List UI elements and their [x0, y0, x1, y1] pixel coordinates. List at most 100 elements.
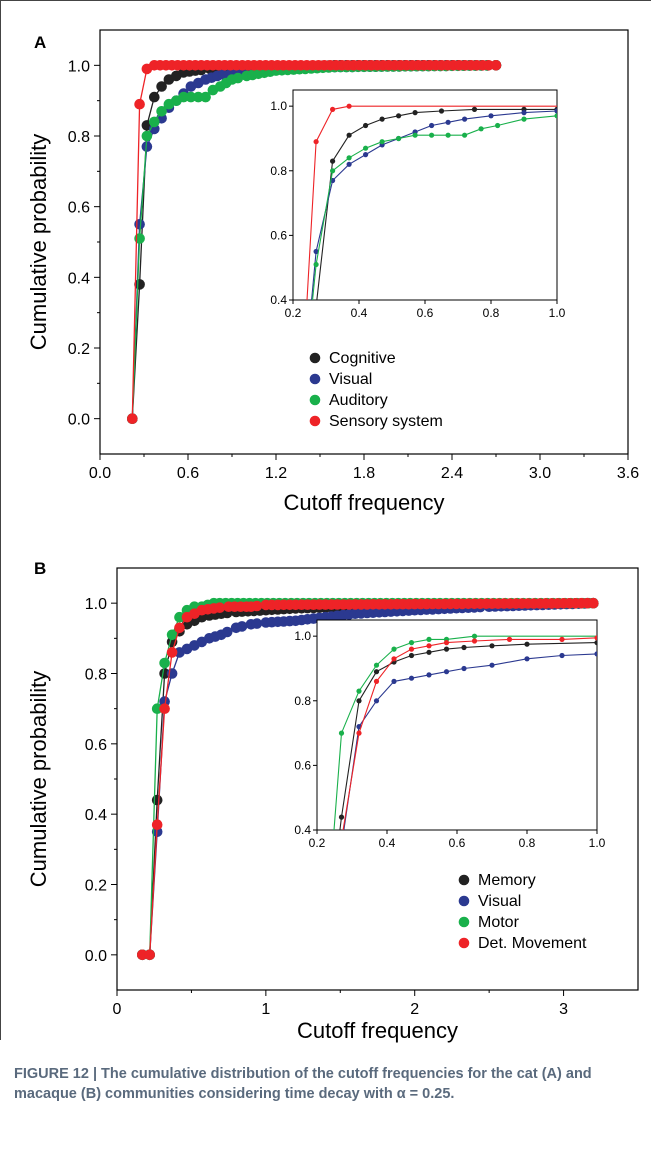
data-point [137, 949, 148, 961]
y-tick-label: 1.0 [68, 58, 90, 75]
inset-data-point [346, 161, 352, 167]
y-axis-title: Cumulative probability [26, 134, 51, 350]
inset-data-point [330, 158, 336, 164]
data-point [214, 602, 225, 613]
y-axis-title: Cumulative probability [26, 671, 51, 887]
inset-data-point [478, 126, 484, 132]
inset-data-point [559, 652, 565, 659]
inset-data-point [521, 110, 527, 116]
y-tick-label: 1.0 [85, 596, 107, 613]
inset-data-point [363, 122, 369, 129]
data-point [588, 597, 599, 609]
data-point [134, 219, 145, 230]
inset-data-point [429, 132, 435, 138]
y-tick-label: 0.6 [68, 200, 90, 217]
data-point [166, 629, 178, 641]
y-tick-label: 0.6 [85, 737, 107, 754]
data-point [174, 622, 185, 634]
inset-data-point [559, 636, 565, 642]
inset-data-point [338, 814, 345, 820]
x-tick-label: 0.6 [177, 465, 199, 482]
inset-data-point [495, 122, 501, 129]
inset-data-point [408, 640, 415, 646]
panel-a-chart: A0.0 0.6 1.2 1.8 2.4 3.0 3.60.00.20.40.60.81.0… [26, 29, 639, 515]
inset-data-point [426, 649, 432, 655]
data-point [151, 703, 163, 714]
inset-data-point [396, 113, 402, 119]
figure-caption: FIGURE 12 | The cumulative distribution … [14, 1066, 592, 1102]
y-tick-label: 0.0 [85, 948, 107, 965]
inset-data-point [338, 730, 345, 736]
inset-y-tick-label: 1.0 [294, 629, 311, 643]
inset-data-point [462, 116, 468, 122]
data-point [200, 91, 211, 103]
x-tick-label: 0 [113, 1001, 122, 1018]
inset-series-memory [338, 640, 597, 830]
inset-data-point [445, 132, 451, 138]
data-point [236, 621, 248, 632]
x-tick-label: 0.0 [89, 465, 111, 482]
inset-data-point [363, 145, 369, 151]
inset-data-point [408, 675, 415, 681]
data-point [159, 657, 170, 669]
x-tick-label: 1 [261, 1001, 270, 1018]
inset-data-point [346, 155, 352, 161]
inset-data-point [443, 646, 450, 652]
inset-y-tick-label: 0.6 [294, 758, 311, 772]
legend-label: Visual [478, 893, 521, 910]
inset-data-point [594, 651, 597, 657]
inset-data-point [356, 730, 362, 736]
inset-y-tick-label: 0.8 [294, 694, 311, 708]
legend-marker [309, 415, 321, 427]
series-sensory-system [127, 60, 502, 425]
y-tick-label: 0.2 [85, 878, 107, 895]
data-point [174, 611, 185, 623]
data-point [178, 91, 189, 103]
inset-data-point [426, 636, 432, 642]
inset-series-visual [311, 108, 557, 300]
inset-data-point [379, 116, 385, 122]
inset-data-point [554, 113, 557, 119]
legend-marker [458, 937, 470, 949]
inset-series-auditory [311, 113, 557, 300]
inset-data-point [346, 132, 352, 138]
x-tick-label: 2.4 [441, 465, 463, 482]
legend-label: Motor [478, 914, 520, 931]
data-point [151, 794, 163, 806]
data-point [232, 72, 244, 84]
inset-data-point [391, 678, 397, 684]
series-det-movement [137, 597, 599, 961]
inset-data-point [429, 122, 435, 129]
inset-data-point [438, 108, 445, 114]
inset-y-tick-label: 0.4 [294, 823, 311, 837]
inset-x-tick-label: 1.0 [549, 306, 566, 320]
inset-data-point [471, 106, 478, 112]
inset-x-tick-label: 0.8 [519, 836, 536, 850]
inset-y-tick-label: 0.8 [270, 164, 287, 178]
inset-data-point [521, 116, 527, 122]
y-tick-label: 0.8 [68, 129, 90, 146]
x-axis-title: Cutoff frequency [283, 490, 444, 515]
inset-series-line [342, 637, 597, 830]
inset-data-point [373, 678, 380, 684]
inset-x-tick-label: 1.0 [589, 836, 606, 850]
x-tick-label: 3 [559, 1001, 568, 1018]
inset-data-point [462, 132, 468, 138]
inset-data-point [524, 641, 530, 647]
panel-label: B [34, 559, 46, 578]
y-tick-label: 0.4 [85, 807, 107, 824]
inset-data-point [408, 646, 415, 652]
legend-marker [458, 874, 470, 886]
legend-label: Sensory system [329, 413, 443, 430]
legend-marker [309, 352, 321, 364]
legend-marker [458, 916, 470, 928]
data-point [149, 91, 160, 103]
inset-data-point [594, 640, 597, 646]
inset-x-tick-label: 0.2 [309, 836, 326, 850]
inset-y-tick-label: 0.6 [270, 228, 287, 242]
data-point [144, 949, 155, 961]
data-point [251, 600, 263, 612]
x-axis-title: Cutoff frequency [297, 1018, 458, 1043]
inset-data-point [594, 635, 597, 641]
